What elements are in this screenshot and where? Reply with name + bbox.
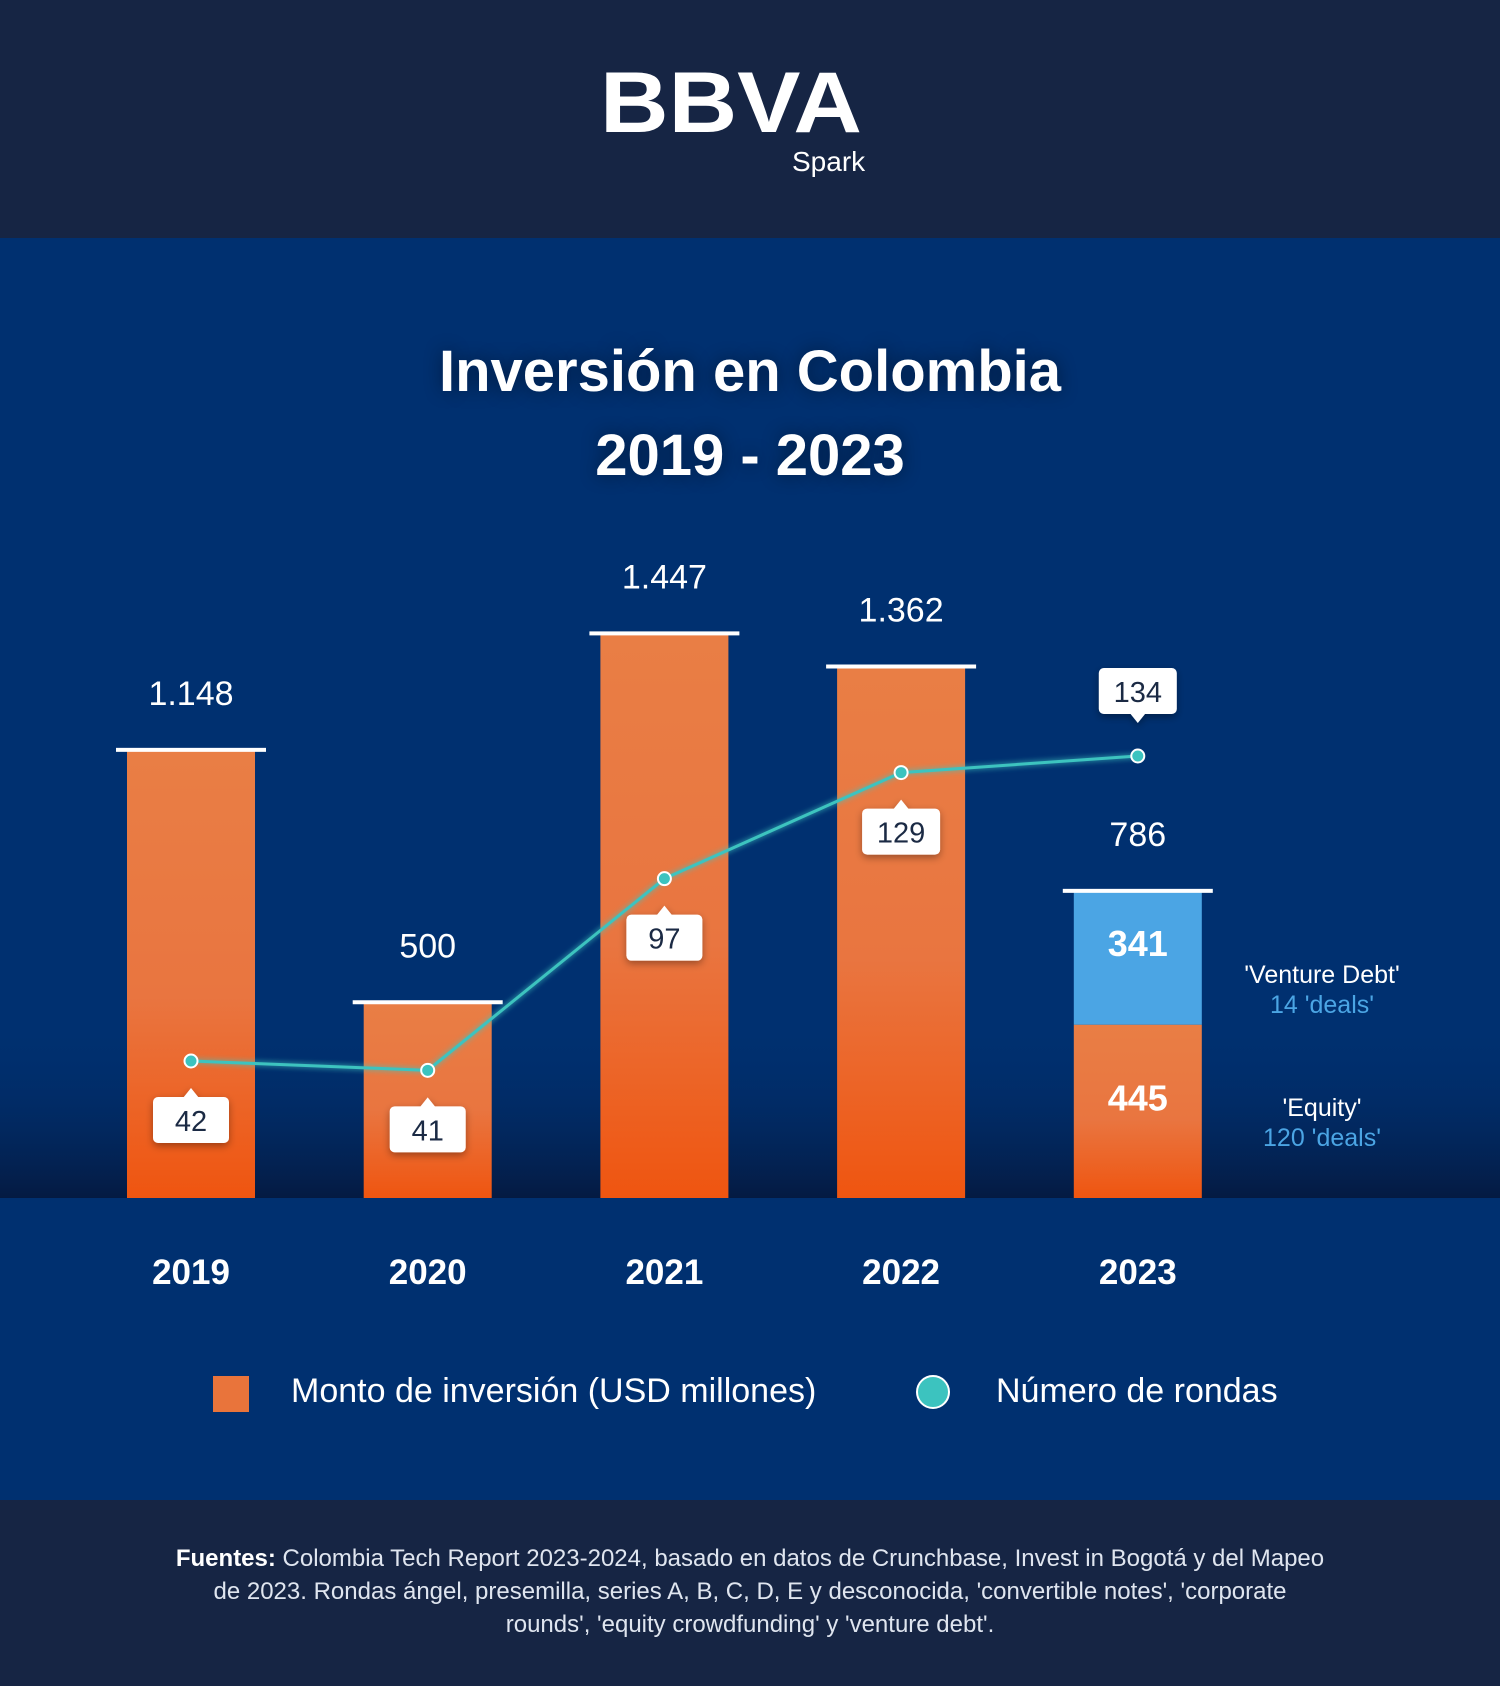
bar-cap-2023 xyxy=(1062,888,1213,893)
line-value-2020: 41 xyxy=(412,1115,444,1147)
footer: Fuentes: Colombia Tech Report 2023-2024,… xyxy=(0,1500,1500,1686)
line-label-box-2020 xyxy=(389,1097,466,1153)
bar-2023-equity xyxy=(1073,1024,1202,1198)
annotation-equity: 'Equity' xyxy=(1282,1094,1361,1122)
line-value-2023: 134 xyxy=(1114,677,1162,709)
line-point-2023 xyxy=(1130,748,1146,764)
bar-value-2021: 1.447 xyxy=(622,558,707,596)
bar-2022 xyxy=(837,667,966,1198)
bar-2023-venture-debt xyxy=(1073,891,1202,1025)
bar-cap-2019 xyxy=(116,747,266,752)
chart-area: 1.148 2019 500 2020 1.447 2021 1.362 2022 341 445… xyxy=(116,558,1400,1292)
x-tick-2022: 2022 xyxy=(862,1253,940,1292)
bar-value-2019: 1.148 xyxy=(148,675,233,713)
sources-note: Fuentes: Colombia Tech Report 2023-2024,… xyxy=(170,1542,1330,1641)
legend-bar-label: Monto de inversión (USD millones) xyxy=(291,1372,817,1410)
sources-label: Fuentes: xyxy=(175,1545,276,1572)
x-tick-2021: 2021 xyxy=(625,1253,703,1292)
line-label-box-2022 xyxy=(862,799,941,855)
line-point-2020 xyxy=(420,1062,436,1078)
chart-title-line2: 2019 - 2023 xyxy=(595,423,905,488)
line-label-box-2023 xyxy=(1098,668,1177,723)
x-tick-2020: 2020 xyxy=(389,1253,467,1292)
line-value-2022: 129 xyxy=(877,818,925,850)
bar-value-2020: 500 xyxy=(399,927,456,965)
line-point-2021 xyxy=(656,871,672,887)
line-value-2021: 97 xyxy=(648,924,680,956)
line-value-2019: 42 xyxy=(175,1106,207,1138)
bar-value-2022: 1.362 xyxy=(859,592,944,630)
annotation-venture-debt-deals: 14 'deals' xyxy=(1270,991,1374,1019)
line-label-box-2019 xyxy=(153,1088,229,1143)
legend: Monto de inversión (USD millones) Número… xyxy=(0,1370,1500,1420)
line-label-box-2021 xyxy=(626,905,703,961)
annotation-venture-debt: 'Venture Debt' xyxy=(1244,961,1399,989)
chart-title: Inversión en Colombia 2019 - 2023 xyxy=(0,330,1500,498)
segment-label-equity: 445 xyxy=(1108,1078,1168,1119)
x-tick-2023: 2023 xyxy=(1099,1253,1177,1292)
legend-line-label: Número de rondas xyxy=(996,1372,1278,1410)
bar-value-2023: 786 xyxy=(1109,816,1166,854)
segment-label-venture-debt: 341 xyxy=(1108,923,1168,964)
logo-subtitle: Spark xyxy=(792,146,866,177)
sources-text: Colombia Tech Report 2023-2024, basado e… xyxy=(213,1545,1325,1638)
x-tick-2019: 2019 xyxy=(152,1253,230,1292)
annotation-equity-deals: 120 'deals' xyxy=(1263,1124,1381,1152)
line-point-2019 xyxy=(183,1053,199,1069)
bbva-logo: BBVA xyxy=(600,55,862,142)
bar-cap-2022 xyxy=(826,664,977,669)
bar-cap-2020 xyxy=(352,1000,503,1005)
legend-line-marker xyxy=(916,1375,950,1409)
bar-cap-2021 xyxy=(589,631,740,636)
chart-title-line1: Inversión en Colombia xyxy=(439,339,1061,404)
logo-text: BBVA xyxy=(600,55,862,142)
legend-bar-swatch xyxy=(213,1376,249,1412)
line-point-2022 xyxy=(893,765,909,781)
header: BBVA Spark xyxy=(0,0,1500,238)
